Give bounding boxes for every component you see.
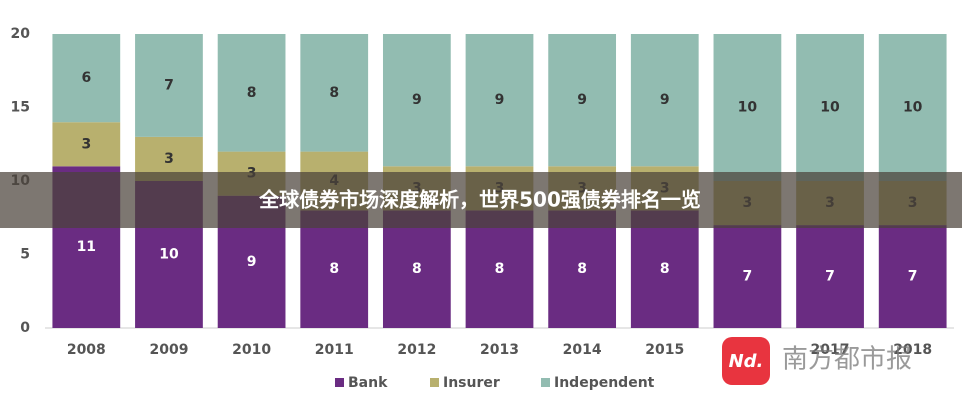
bar-segment [630, 34, 699, 167]
bar-segment [713, 34, 782, 181]
bar-segment [796, 34, 864, 181]
bar-segment [630, 210, 699, 328]
data-label: 10 [738, 100, 758, 116]
legend-label: Independent [554, 375, 655, 391]
x-tick-label: 2009 [149, 342, 188, 358]
data-label: 3 [81, 136, 91, 152]
data-label: 7 [164, 77, 174, 93]
data-label: 8 [660, 261, 670, 277]
logo-badge [722, 337, 770, 385]
logo: Nd. [729, 351, 764, 372]
y-tick-label: 5 [20, 247, 30, 263]
x-tick-label: 2008 [67, 342, 106, 358]
bar-segment [713, 225, 782, 328]
y-tick-label: 20 [11, 26, 31, 42]
bar-segment [52, 122, 121, 167]
bar-segment [300, 210, 369, 328]
data-label: 8 [247, 85, 257, 101]
data-label: 3 [164, 151, 174, 167]
x-tick-label: 2015 [645, 342, 684, 358]
x-tick-label: 2018 [893, 342, 932, 358]
data-label: 10 [159, 247, 179, 263]
data-label: 7 [825, 269, 835, 285]
data-label: 8 [329, 261, 339, 277]
legend-label: Insurer [443, 375, 500, 391]
x-tick-label: 2017 [811, 342, 850, 358]
legend-label: Bank [348, 375, 388, 391]
bar-segment [217, 34, 286, 152]
x-tick-label: 2013 [480, 342, 519, 358]
x-tick-label: 2014 [563, 342, 602, 358]
bar-segment [548, 34, 617, 167]
x-tick-label: 2012 [397, 342, 436, 358]
data-label: 8 [412, 261, 422, 277]
headline: 全球债券市场深度解析，世界500强债券排名一览 [258, 188, 701, 212]
data-label: 10 [820, 100, 840, 116]
y-tick-label: 15 [11, 100, 30, 116]
x-tick-label: 2011 [315, 342, 354, 358]
data-label: 6 [81, 70, 91, 86]
bar-segment [52, 34, 121, 123]
legend-swatch [430, 378, 439, 387]
data-label: 7 [908, 269, 918, 285]
bar-segment [135, 34, 203, 137]
data-label: 9 [660, 92, 670, 108]
data-label: 8 [577, 261, 587, 277]
legend-swatch [335, 378, 344, 387]
bar-segment [465, 34, 534, 167]
x-tick-label: 2010 [232, 342, 271, 358]
data-label: 9 [247, 254, 257, 270]
bar-segment [382, 34, 451, 167]
data-label: 8 [495, 261, 505, 277]
y-tick-label: 0 [20, 320, 30, 336]
bar-segment [382, 210, 451, 328]
bar-segment [878, 225, 947, 328]
headline-banner [0, 172, 962, 228]
data-label: 9 [412, 92, 422, 108]
data-label: 9 [495, 92, 505, 108]
data-label: 8 [329, 85, 339, 101]
data-label: 7 [743, 269, 753, 285]
bar-segment [300, 34, 369, 152]
data-label: 9 [577, 92, 587, 108]
bar-segment [796, 225, 864, 328]
bar-segment [878, 34, 947, 181]
legend-swatch [541, 378, 550, 387]
data-label: 10 [903, 100, 923, 116]
bar-segment [465, 210, 534, 328]
watermark: 南方都市报 [782, 345, 912, 375]
bar-segment [548, 210, 617, 328]
data-label: 11 [77, 239, 96, 255]
